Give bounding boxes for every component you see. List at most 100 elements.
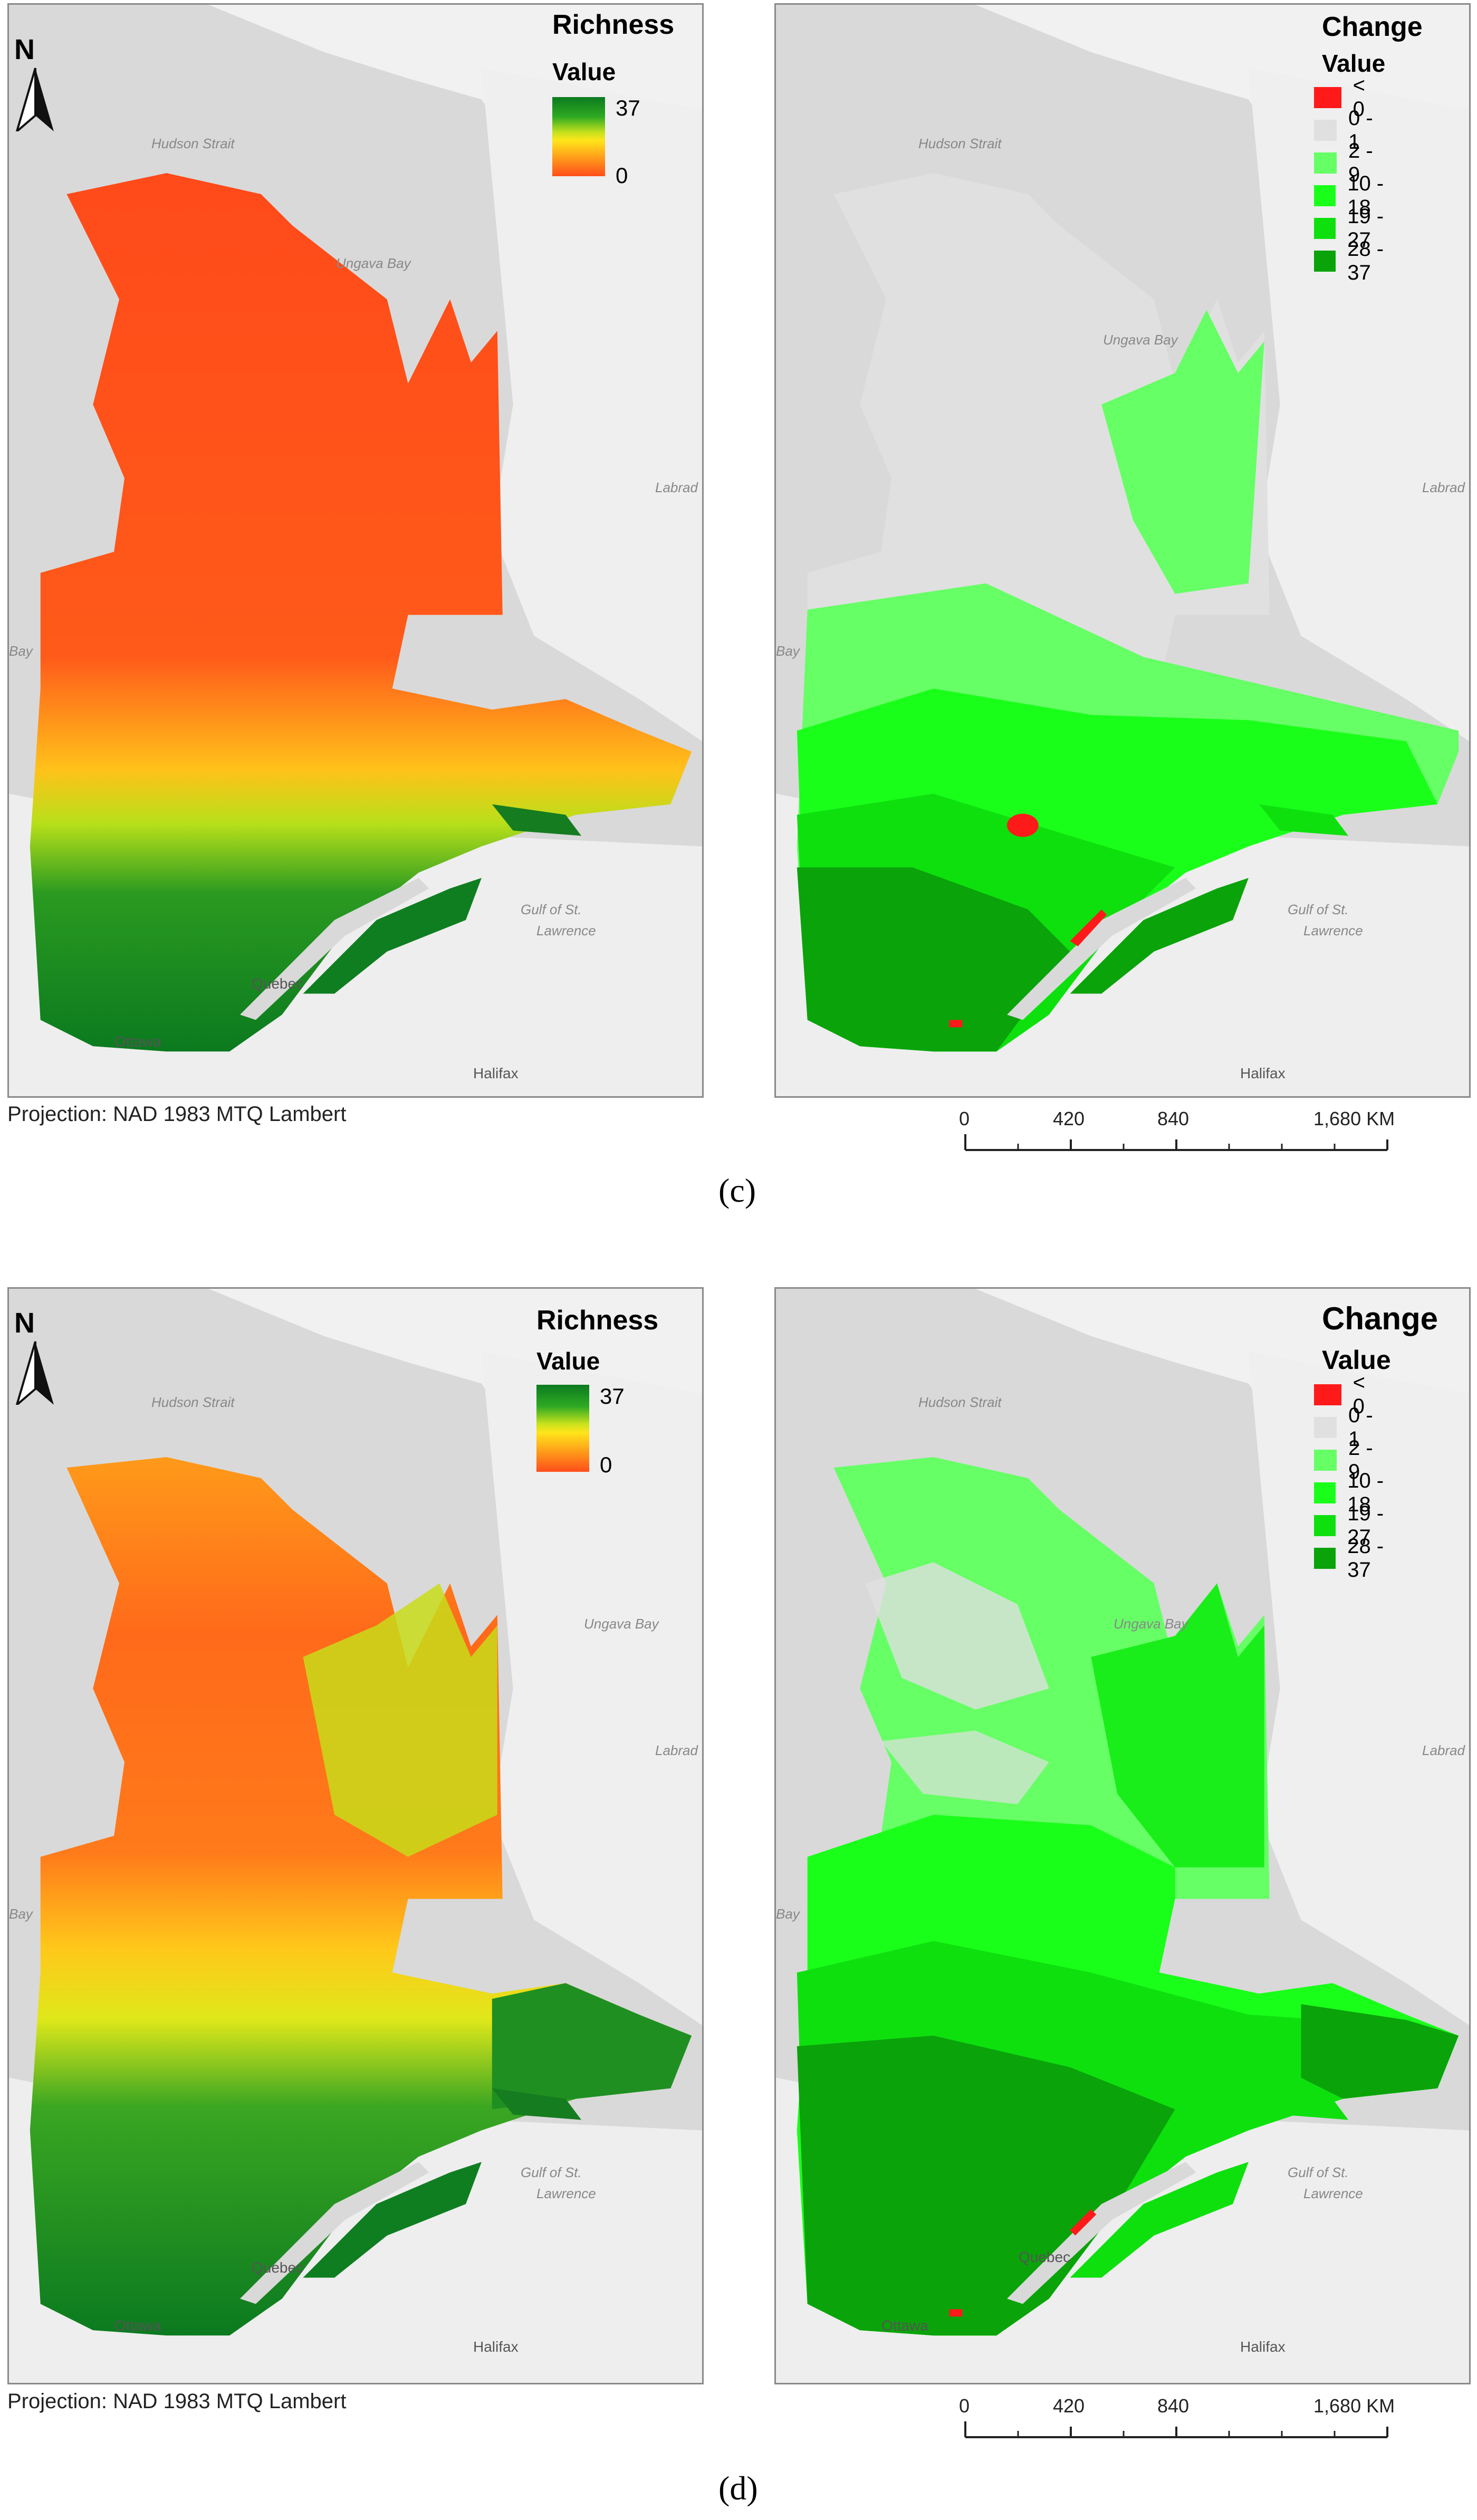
scale-tick-1680: 1,680 KM	[1313, 2395, 1395, 2417]
label-gulf: Gulf of St.	[1288, 2164, 1349, 2180]
label-quebec: Quebec	[252, 2259, 304, 2276]
richness-legend-title: Richness	[552, 9, 675, 40]
map-c-change: Hudson Strait Ungava Bay Labrad Bay Gulf…	[774, 3, 1471, 1098]
label-hudson-strait: Hudson Strait	[151, 136, 235, 151]
scale-bar: 0 420 840 1,680 KM	[950, 2395, 1395, 2442]
scale-tick-840: 840	[1157, 2395, 1190, 2417]
change-class-label: 28 - 37	[1347, 237, 1384, 284]
change-class-row: 28 - 37	[1314, 237, 1386, 284]
richness-min-label: 0	[600, 1452, 612, 1477]
label-halifax: Halifax	[473, 2339, 519, 2355]
scale-bar: 0 420 840 1,680 KM	[950, 1108, 1395, 1155]
label-lawrence: Lawrence	[536, 923, 596, 938]
richness-max-label: 37	[600, 1384, 625, 1408]
label-ottawa: Ottawa	[881, 2317, 928, 2334]
change-class-label: 19 - 27	[1347, 1502, 1384, 1549]
label-hudson-strait: Hudson Strait	[918, 136, 1002, 151]
map-c-change-graphic	[776, 5, 1469, 1096]
label-ungava-bay: Ungava Bay	[1103, 332, 1178, 348]
north-label: N	[14, 1307, 35, 1339]
label-ungava-bay: Ungava Bay	[584, 1616, 659, 1632]
richness-color-ramp	[536, 1385, 589, 1472]
label-hudson-strait: Hudson Strait	[918, 1394, 1002, 1410]
richness-max-label: 37	[616, 95, 640, 120]
change-class-swatch	[1314, 185, 1336, 206]
label-lawrence: Lawrence	[536, 2186, 596, 2201]
change-class-swatch	[1314, 1548, 1336, 1569]
richness-legend-subtitle: Value	[552, 58, 616, 85]
change-class-row: 0 - 1	[1314, 1404, 1374, 1451]
change-class-row: 19 - 27	[1314, 1502, 1386, 1549]
change-class-label: 10 - 18	[1347, 1469, 1384, 1516]
label-ottawa: Ottawa	[114, 2317, 161, 2334]
map-d-richness: N Hudson Strait Ungava Bay Labrad Bay Gu…	[7, 1287, 704, 2384]
label-ottawa: Ottawa	[114, 1033, 161, 1050]
label-quebec: Quebec	[252, 975, 304, 992]
change-class-label: 10 - 18	[1347, 172, 1384, 219]
label-ungava-bay: Ungava Bay	[336, 255, 411, 271]
change-class-label: 19 - 27	[1347, 205, 1384, 252]
label-halifax: Halifax	[1240, 2339, 1286, 2355]
change-class-swatch	[1314, 251, 1336, 272]
change-class-row: < 0	[1314, 74, 1375, 121]
scale-tick-420: 420	[1053, 1108, 1085, 1129]
richness-legend-title: Richness	[536, 1305, 659, 1336]
change-legend-title: Change	[1322, 12, 1423, 42]
change-class-label: < 0	[1353, 74, 1365, 121]
scale-tick-840: 840	[1157, 1108, 1190, 1129]
map-d-change-graphic	[776, 1289, 1469, 2383]
change-class-swatch	[1314, 120, 1337, 141]
label-gulf: Gulf of St.	[521, 902, 582, 917]
scale-tick-0: 0	[959, 2395, 970, 2417]
map-d-change: Hudson Strait Ungava Bay Labrad Bay Gulf…	[774, 1287, 1471, 2384]
change-legend-subtitle: Value	[1322, 50, 1386, 77]
change-class-row: 10 - 18	[1314, 172, 1386, 219]
label-hudson-strait: Hudson Strait	[151, 1394, 235, 1410]
panel-label-c: (c)	[718, 1172, 756, 1209]
change-class-swatch	[1314, 1450, 1337, 1471]
change-class-label: < 0	[1353, 1371, 1365, 1418]
label-labrador: Labrad	[655, 1742, 698, 1758]
map-c-richness: N Hudson Strait Ungava Bay Labrad Bay Gu…	[7, 3, 704, 1098]
change-class-row: 10 - 18	[1314, 1469, 1386, 1516]
change-class-swatch	[1314, 1515, 1336, 1536]
label-bay: Bay	[776, 1906, 800, 1922]
label-labrador: Labrad	[1422, 480, 1465, 495]
label-halifax: Halifax	[473, 1065, 519, 1081]
scale-tick-1680: 1,680 KM	[1313, 1108, 1395, 1129]
north-label: N	[14, 34, 35, 65]
change-legend-subtitle: Value	[1322, 1345, 1391, 1375]
label-bay: Bay	[9, 643, 33, 659]
richness-color-ramp	[552, 97, 605, 176]
north-arrow: N	[9, 1307, 72, 1408]
label-lawrence: Lawrence	[1303, 923, 1363, 938]
change-class-row: 2 - 9	[1314, 139, 1374, 186]
label-bay: Bay	[776, 643, 800, 659]
label-labrador: Labrad	[655, 480, 698, 495]
map-d-richness-graphic	[9, 1289, 702, 2383]
change-class-swatch	[1314, 87, 1341, 108]
label-labrador: Labrad	[1422, 1742, 1465, 1758]
map-c-richness-graphic	[9, 5, 702, 1096]
richness-legend-subtitle: Value	[536, 1347, 600, 1375]
change-class-swatch	[1314, 152, 1337, 174]
change-class-swatch	[1314, 1482, 1336, 1503]
change-class-label: 28 - 37	[1347, 1535, 1384, 1582]
scale-bar-graphic	[964, 1134, 1388, 1151]
panel-label-d: (d)	[718, 2469, 758, 2507]
change-class-row: 19 - 27	[1314, 205, 1386, 252]
change-class-row: 2 - 9	[1314, 1436, 1374, 1483]
change-class-label: 2 - 9	[1348, 139, 1373, 186]
change-class-swatch	[1314, 218, 1336, 239]
scale-tick-0: 0	[959, 1108, 970, 1129]
scale-tick-420: 420	[1053, 2395, 1085, 2417]
north-arrow-icon	[15, 68, 54, 135]
label-halifax: Halifax	[1240, 1065, 1286, 1081]
change-class-swatch	[1314, 1384, 1341, 1405]
projection-note: Projection: NAD 1983 MTQ Lambert	[7, 2390, 347, 2413]
label-ungava-bay: Ungava Bay	[1114, 1616, 1188, 1632]
change-class-label: 2 - 9	[1348, 1436, 1373, 1483]
scale-bar-graphic	[964, 2421, 1388, 2438]
change-class-row: 0 - 1	[1314, 107, 1374, 154]
north-arrow: N	[9, 34, 72, 135]
